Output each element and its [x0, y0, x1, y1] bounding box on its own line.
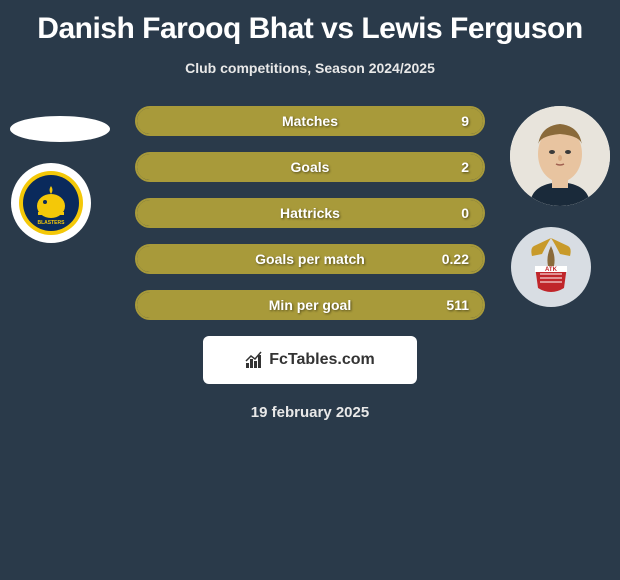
left-team-logo: BLASTERS [10, 162, 92, 244]
stat-value: 9 [461, 113, 469, 129]
stat-label: Goals per match [137, 251, 483, 267]
brand-logo: FcTables.com [203, 336, 417, 384]
stat-label: Hattricks [137, 205, 483, 221]
stat-label: Matches [137, 113, 483, 129]
stat-bar: Matches9 [135, 106, 485, 136]
stat-value: 0 [461, 205, 469, 221]
right-player-column: ATK [510, 106, 610, 308]
brand-text: FcTables.com [269, 351, 375, 369]
left-player-column: BLASTERS [10, 106, 110, 244]
date-text: 19 february 2025 [0, 404, 620, 421]
right-player-image [510, 106, 610, 206]
svg-text:ATK: ATK [545, 267, 558, 273]
stat-value: 511 [446, 297, 469, 313]
stat-bar: Min per goal511 [135, 290, 485, 320]
stat-label: Min per goal [137, 297, 483, 313]
right-team-logo: ATK [510, 226, 592, 308]
stat-bar: Goals2 [135, 152, 485, 182]
left-player-image [10, 116, 110, 142]
svg-text:BLASTERS: BLASTERS [38, 220, 66, 226]
stat-bar: Hattricks0 [135, 198, 485, 228]
stats-list: Matches9Goals2Hattricks0Goals per match0… [135, 106, 485, 320]
page-title: Danish Farooq Bhat vs Lewis Ferguson [0, 0, 620, 46]
chart-icon [245, 351, 265, 369]
stat-bar: Goals per match0.22 [135, 244, 485, 274]
subtitle: Club competitions, Season 2024/2025 [0, 60, 620, 76]
comparison-content: BLASTERS [0, 106, 620, 421]
stat-value: 2 [461, 159, 469, 175]
stat-label: Goals [137, 159, 483, 175]
stat-value: 0.22 [442, 251, 469, 267]
